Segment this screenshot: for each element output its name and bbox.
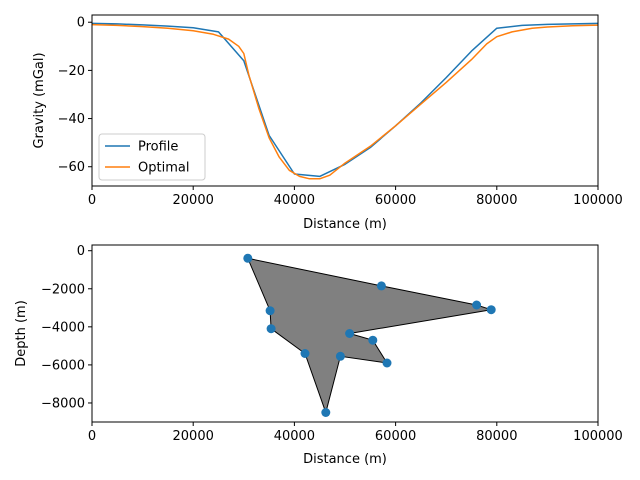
vertex-point-9: [321, 408, 331, 417]
vertex-point-7: [382, 358, 392, 368]
depth-chart: 0 20000 40000 60000 80000 100000 0 −2000 −4000 −…: [14, 244, 623, 467]
vertex-point-1: [243, 253, 253, 263]
gravity-x-ticks: 0 20000 40000 60000 80000 100000: [88, 186, 623, 208]
gravity-series-group: [91, 22, 599, 180]
gravity-x-tick-label: 100000: [573, 193, 623, 208]
vertex-point-2: [376, 281, 386, 291]
gravity-x-tick-label: 80000: [476, 193, 517, 208]
depth-x-tick-label: 0: [88, 429, 96, 444]
gravity-x-axis-label: Distance (m): [303, 217, 387, 232]
legend-label-profile: Profile: [138, 140, 178, 155]
vertex-point-10: [300, 349, 310, 358]
series-line-optimal: [91, 23, 599, 180]
legend-label-optimal: Optimal: [138, 161, 189, 176]
gravity-y-tick-label: −40: [58, 112, 85, 127]
depth-x-tick-label: 60000: [375, 429, 416, 444]
depth-y-tick-label: −2000: [41, 282, 85, 297]
depth-x-tick-label: 40000: [274, 429, 315, 444]
vertex-point-11: [266, 324, 276, 334]
gravity-x-tick-label: 40000: [274, 193, 315, 208]
vertex-point-6: [368, 335, 378, 345]
gravity-x-tick-label: 60000: [375, 193, 416, 208]
gravity-y-tick-label: −20: [58, 64, 85, 79]
gravity-y-tick-label: 0: [77, 16, 85, 31]
depth-y-tick-label: 0: [77, 244, 85, 259]
depth-x-tick-label: 100000: [573, 429, 623, 444]
legend: Profile Optimal: [98, 133, 206, 181]
depth-x-ticks: 0 20000 40000 60000 80000 100000: [88, 422, 623, 444]
depth-x-axis-label: Distance (m): [303, 452, 387, 467]
depth-y-axis-label: Depth (m): [14, 300, 29, 367]
depth-plot-frame: [91, 244, 599, 423]
depth-y-tick-label: −4000: [41, 320, 85, 335]
gravity-plot-frame: [91, 14, 599, 187]
vertex-point-12: [265, 306, 275, 316]
vertex-point-5: [345, 329, 355, 338]
gravity-y-ticks: 0 −20 −40 −60: [58, 16, 92, 175]
depth-y-ticks: 0 −2000 −4000 −6000 −8000: [41, 244, 92, 411]
vertex-point-8: [335, 351, 345, 361]
depth-y-tick-label: −6000: [41, 358, 85, 373]
gravity-x-tick-label: 0: [88, 193, 96, 208]
series-line-profile: [91, 22, 599, 178]
vertex-point-3: [472, 300, 482, 310]
gravity-chart: 0 20000 40000 60000 80000 100000 0 −20 −40 −60 D…: [32, 14, 623, 232]
depth-y-tick-label: −8000: [41, 396, 85, 411]
gravity-y-axis-label: Gravity (mGal): [32, 52, 47, 148]
gravity-y-tick-label: −60: [58, 160, 85, 175]
gravity-x-tick-label: 20000: [173, 193, 214, 208]
depth-x-tick-label: 20000: [173, 429, 214, 444]
depth-x-tick-label: 80000: [476, 429, 517, 444]
vertex-point-4: [486, 305, 496, 315]
body-polygon-group: [243, 253, 496, 417]
